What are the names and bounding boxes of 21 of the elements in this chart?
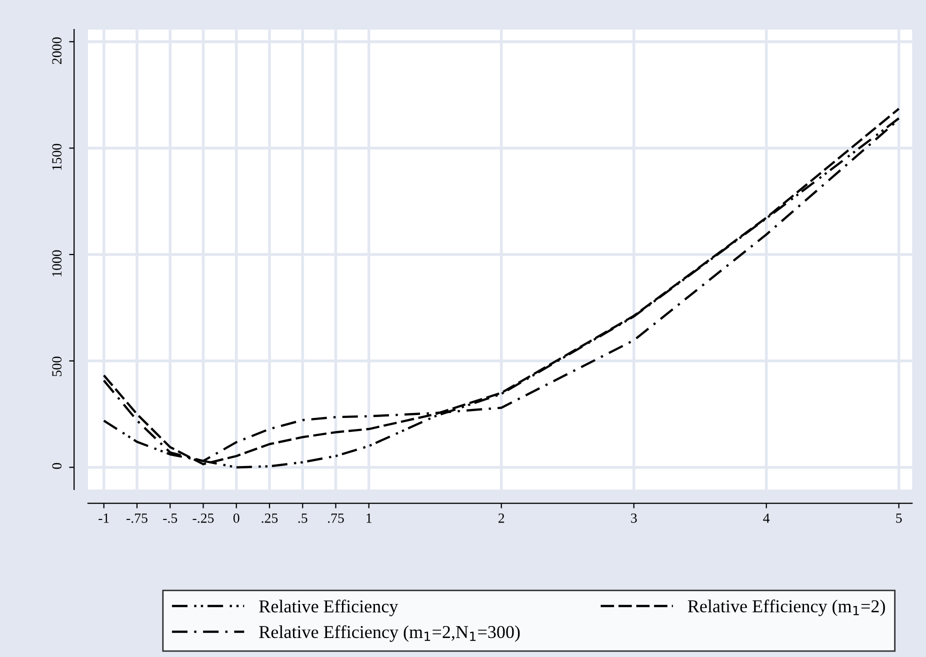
x-tick-label: 3 [631,514,637,523]
legend-label: Relative Efficiency [259,600,398,616]
y-tick-label: 2000 [52,37,62,64]
x-tick-label: 0 [233,513,240,523]
x-tick-label: .5 [298,514,308,523]
legend-label: Relative Efficiency (m$_{1}$=2) [688,600,885,616]
legend-label: Relative Efficiency (m$_{1}$=2,N$_{1}$=300) [259,625,520,642]
x-tick-label: -.5 [163,514,178,523]
x-tick-label: -1 [98,514,109,523]
x-tick-label: 5 [896,514,902,523]
x-tick-label: .25 [262,514,278,523]
x-tick-label: .75 [328,514,344,523]
x-tick-label: 4 [763,514,770,523]
y-tick-label: 500 [52,356,62,376]
x-tick-label: 2 [498,514,504,523]
y-tick-label: 0 [52,463,62,469]
y-tick-label: 1000 [52,250,62,276]
x-tick-label: 1 [366,514,372,523]
x-tick-label: -.25 [192,514,214,523]
x-tick-label: -.75 [126,514,148,523]
y-tick-label: 1500 [52,144,62,170]
